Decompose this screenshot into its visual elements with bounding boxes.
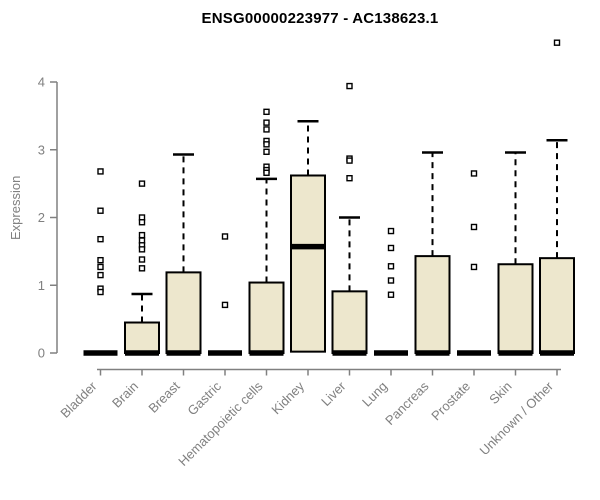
x-tick-label-brain: Brain <box>109 379 141 411</box>
iqr-box <box>165 271 202 354</box>
x-tick-label-breast: Breast <box>145 378 182 415</box>
x-tick-label-liver: Liver <box>318 378 349 409</box>
box-group-gastric <box>208 233 242 356</box>
outlier-point <box>138 219 146 226</box>
x-tick-label-lung: Lung <box>359 379 390 410</box>
outlier-point <box>553 39 561 46</box>
outlier-point <box>387 277 395 284</box>
x-tick-label-skin: Skin <box>486 379 514 407</box>
y-tick-label: 0 <box>38 346 45 361</box>
outlier-point <box>263 108 270 116</box>
outlier-point <box>138 231 146 239</box>
box-group-breast <box>165 153 202 356</box>
outlier-point <box>346 175 353 182</box>
box-group-liver <box>331 82 368 356</box>
outlier-point <box>387 244 395 252</box>
y-tick-label: 1 <box>38 278 45 293</box>
iqr-box <box>248 281 285 355</box>
box-group-lung <box>374 227 408 356</box>
iqr-box <box>290 174 326 353</box>
box-group-pancreas <box>414 151 451 356</box>
iqr-box <box>331 290 368 355</box>
box-group-hematopoietic-cells <box>248 108 285 356</box>
outlier-point <box>346 157 353 164</box>
outlier-point <box>138 265 146 272</box>
outlier-point <box>97 256 104 264</box>
outlier-point <box>263 148 270 155</box>
x-tick-label-unknown-other: Unknown / Other <box>477 378 557 458</box>
outlier-point <box>97 288 104 296</box>
outlier-point <box>470 223 478 231</box>
outlier-point <box>97 168 104 175</box>
box-group-unknown-other <box>539 39 575 356</box>
outlier-point <box>470 170 478 177</box>
x-tick-label-gastric: Gastric <box>184 378 224 418</box>
box-group-brain <box>124 180 160 356</box>
outlier-point <box>221 301 229 309</box>
outlier-point <box>387 291 395 298</box>
outlier-point <box>221 233 229 240</box>
iqr-box <box>497 263 534 354</box>
outlier-point <box>138 180 146 187</box>
x-tick-label-bladder: Bladder <box>57 378 100 421</box>
box-group-prostate <box>457 170 491 356</box>
outlier-point <box>138 256 146 263</box>
outlier-point <box>97 263 104 271</box>
chart-title: ENSG00000223977 - AC138623.1 <box>201 10 439 27</box>
outlier-point <box>470 263 478 271</box>
outlier-point <box>263 126 270 133</box>
x-tick-label-pancreas: Pancreas <box>382 378 432 428</box>
outlier-point <box>387 227 395 235</box>
box-group-bladder <box>83 168 118 356</box>
outlier-point <box>97 207 104 214</box>
iqr-box <box>539 257 575 354</box>
outlier-point <box>263 169 270 176</box>
outlier-point <box>97 271 104 279</box>
outlier-point <box>263 141 270 148</box>
y-tick-label: 2 <box>38 210 45 225</box>
outlier-point <box>263 119 270 126</box>
y-tick-label: 4 <box>38 75 45 90</box>
y-axis-label: Expression <box>8 175 23 240</box>
iqr-box <box>414 255 451 354</box>
box-group-kidney <box>290 120 326 353</box>
y-tick-label: 3 <box>38 142 45 157</box>
x-tick-label-prostate: Prostate <box>428 379 473 424</box>
x-tick-label-kidney: Kidney <box>268 378 307 417</box>
outlier-point <box>387 263 395 270</box>
outlier-point <box>138 246 146 253</box>
outlier-point <box>97 235 104 243</box>
box-group-skin <box>497 151 534 356</box>
iqr-box <box>124 321 160 355</box>
outlier-point <box>346 82 353 90</box>
